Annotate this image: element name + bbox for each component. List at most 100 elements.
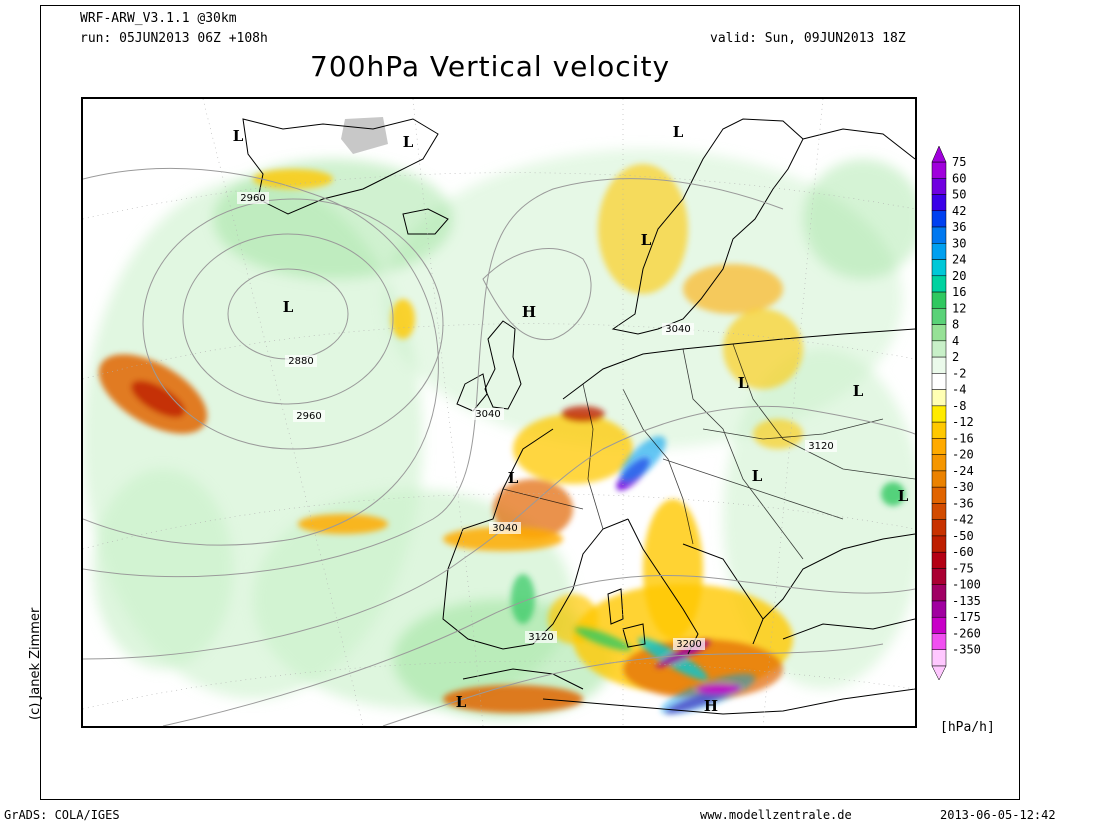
legend-swatch — [931, 535, 947, 553]
legend-swatch — [931, 405, 947, 423]
height-contours — [83, 167, 915, 726]
legend-label: 42 — [952, 204, 966, 218]
legend-swatch — [931, 259, 947, 277]
contour-label: 3120 — [528, 632, 553, 643]
legend-label: 36 — [952, 220, 966, 234]
legend-label: -260 — [952, 626, 981, 640]
legend-label: -60 — [952, 545, 974, 559]
legend-swatch — [931, 454, 947, 472]
legend-swatch — [931, 243, 947, 260]
legend-label: -12 — [952, 415, 974, 429]
legend-swatch — [931, 324, 947, 342]
legend-label: 60 — [952, 171, 966, 185]
legend-swatch — [931, 438, 947, 455]
legend-swatch — [931, 226, 947, 244]
legend-label: 75 — [952, 155, 966, 169]
legend-swatch — [931, 616, 947, 634]
legend-label: -4 — [952, 383, 966, 397]
legend-label: -24 — [952, 464, 974, 478]
footer-timestamp: 2013-06-05-12:42 — [940, 808, 1056, 822]
valid-label: valid: Sun, 09JUN2013 18Z — [710, 31, 906, 46]
legend-swatch — [931, 470, 947, 488]
legend-label: -75 — [952, 561, 974, 575]
high-pressure-center: H — [704, 697, 718, 715]
legend-swatch — [931, 421, 947, 439]
high-pressure-center: H — [522, 303, 536, 321]
legend-label: 2 — [952, 350, 959, 364]
low-pressure-center: L — [641, 231, 652, 249]
contour-label: 3040 — [492, 523, 517, 534]
field-descent — [98, 164, 803, 713]
legend-label: -100 — [952, 578, 981, 592]
low-pressure-center: L — [853, 382, 864, 400]
legend-label: 30 — [952, 236, 966, 250]
legend-swatch — [931, 210, 947, 228]
legend-label: -20 — [952, 448, 974, 462]
legend-swatch — [931, 340, 947, 358]
legend-label: -50 — [952, 529, 974, 543]
legend-swatch — [931, 584, 947, 602]
missing-data-patch — [341, 117, 388, 154]
plot-frame — [40, 5, 1020, 800]
legend-label: -16 — [952, 431, 974, 445]
legend-arrow-bottom — [931, 665, 947, 681]
legend-swatch — [931, 308, 947, 325]
legend-label: 12 — [952, 301, 966, 315]
legend-swatch — [931, 161, 947, 179]
legend-unit: [hPa/h] — [940, 720, 995, 735]
chart-title: 700hPa Vertical velocity — [310, 50, 671, 83]
contour-label: 2880 — [288, 356, 313, 367]
legend-swatch — [931, 275, 947, 293]
legend-label: -135 — [952, 594, 981, 608]
contour-labels: 2960 2880 2960 3040 3040 3040 3120 3120 3200 — [237, 192, 837, 650]
legend-swatch — [931, 194, 947, 212]
map-canvas: L L L H L L L L L L L L H 2960 2880 2960 3040 3040 3040 31… — [83, 99, 915, 726]
legend-arrow-top — [931, 145, 947, 163]
color-legend: 75 60 50 42 36 30 24 20 16 12 8 4 2 -2 -4 -8 -12 -16 -20 -2… — [930, 144, 1010, 684]
low-pressure-center: L — [456, 693, 467, 711]
legend-label: -36 — [952, 496, 974, 510]
legend-label: -350 — [952, 643, 981, 657]
run-label: run: 05JUN2013 06Z +108h — [80, 31, 268, 46]
legend-swatch — [931, 503, 947, 520]
legend-label: -42 — [952, 513, 974, 527]
legend-swatch — [931, 649, 947, 667]
legend-label: -2 — [952, 366, 966, 380]
model-label: WRF-ARW_V3.1.1 @30km — [80, 11, 237, 26]
graticule — [83, 99, 915, 726]
low-pressure-center: L — [673, 123, 684, 141]
low-pressure-center: L — [898, 487, 909, 505]
contour-label: 3040 — [665, 324, 690, 335]
low-pressure-center: L — [738, 374, 749, 392]
legend-label: 16 — [952, 285, 966, 299]
low-pressure-center: L — [403, 133, 414, 151]
legend-label: 20 — [952, 269, 966, 283]
contour-label: 2960 — [296, 411, 321, 422]
legend-swatch — [931, 356, 947, 374]
legend-label: -175 — [952, 610, 981, 624]
legend-swatch — [931, 389, 947, 407]
contour-label: 3200 — [676, 639, 701, 650]
pressure-centers: L L L H L L L L L L L L H — [233, 123, 909, 715]
footer-website: www.modellzentrale.de — [700, 808, 852, 822]
legend-swatch — [931, 519, 947, 537]
contour-label: 2960 — [240, 193, 265, 204]
legend-label: 4 — [952, 334, 959, 348]
legend-swatch — [931, 291, 947, 309]
legend-swatch — [931, 486, 947, 504]
legend-label: 24 — [952, 253, 966, 267]
map-panel: L L L H L L L L L L L L H 2960 2880 2960 3040 3040 3040 31… — [81, 97, 917, 728]
legend-swatch — [931, 373, 947, 390]
low-pressure-center: L — [752, 467, 763, 485]
legend-label: -8 — [952, 399, 966, 413]
credit-label: (c) Janek Zimmer — [28, 607, 43, 720]
legend-label: 50 — [952, 188, 966, 202]
contour-label: 3040 — [475, 409, 500, 420]
low-pressure-center: L — [508, 469, 519, 487]
footer-grads: GrADS: COLA/IGES — [4, 808, 120, 822]
legend-swatch — [931, 600, 947, 618]
legend-swatch — [931, 551, 947, 569]
legend-label: -30 — [952, 480, 974, 494]
borders — [502, 343, 915, 560]
low-pressure-center: L — [283, 298, 294, 316]
